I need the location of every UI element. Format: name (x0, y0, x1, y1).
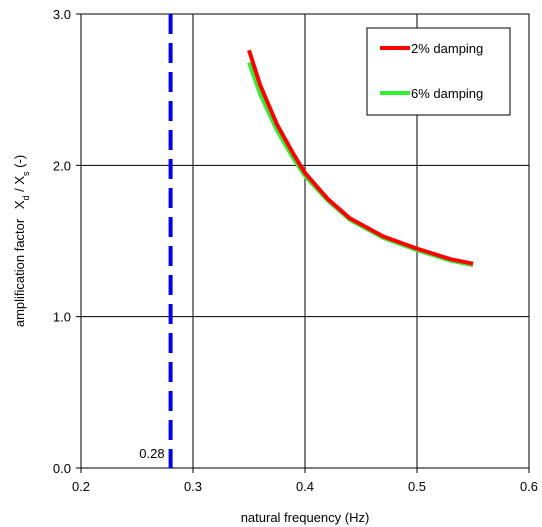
series-layer (247, 49, 474, 268)
y-axis-label-ratio-den-sub: s (21, 171, 31, 176)
y-axis-label-main: amplification factor (12, 218, 27, 327)
legend-label: 6% damping (411, 86, 483, 101)
x-axis-ticks: 0.2 0.3 0.4 0.5 0.6 (72, 468, 538, 494)
y-axis-label-ratio-den: X (12, 176, 27, 185)
legend-box (366, 27, 511, 116)
x-tick-label: 0.3 (184, 479, 202, 494)
y-axis-label: amplification factor Xd / Xs (-) (12, 155, 31, 327)
y-axis-label-slash: / (12, 185, 27, 196)
series-line (247, 49, 474, 266)
y-axis-label-unit: (-) (12, 155, 27, 172)
y-axis-label-ratio-num-sub: d (21, 195, 31, 200)
reference-line-label: 0.28 (139, 446, 164, 461)
y-tick-label: 3.0 (53, 7, 71, 22)
y-axis-ticks: 0.0 1.0 2.0 3.0 (53, 7, 81, 476)
x-tick-label: 0.4 (296, 479, 314, 494)
x-tick-label: 0.5 (408, 479, 426, 494)
y-tick-label: 0.0 (53, 461, 71, 476)
x-tick-label: 0.6 (520, 479, 538, 494)
reference-line-group: 0.28 (139, 14, 173, 468)
x-axis-label: natural frequency (Hz) (241, 510, 370, 525)
y-tick-label: 1.0 (53, 310, 71, 325)
y-tick-label: 2.0 (53, 158, 71, 173)
legend: 2% damping 6% damping (366, 27, 511, 116)
x-tick-label: 0.2 (72, 479, 90, 494)
y-axis-label-ratio-num: X (12, 200, 27, 209)
legend-label: 2% damping (411, 41, 483, 56)
